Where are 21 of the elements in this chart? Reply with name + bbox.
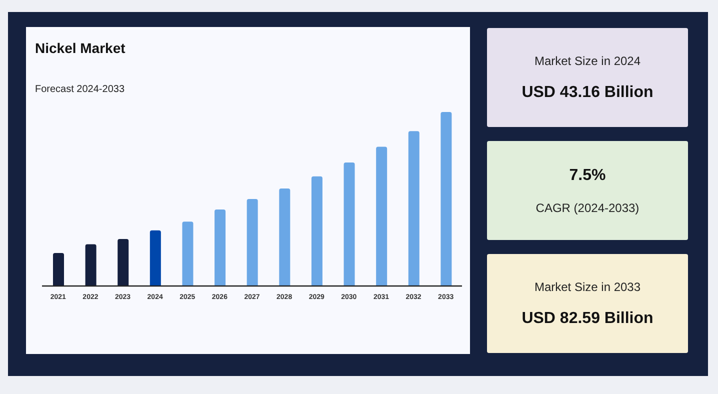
text: USD 82.59 Billion [522, 310, 654, 328]
text: Market Size in 2033 [534, 280, 641, 294]
text: USD 43.16 Billion [522, 84, 654, 102]
bar [279, 188, 290, 286]
bar [376, 146, 388, 286]
bar [85, 244, 96, 286]
bar [311, 176, 322, 286]
chart-title: Nickel Market [35, 40, 126, 56]
bar [246, 199, 258, 286]
text: Market Size in 2024 [534, 54, 641, 68]
bar [53, 252, 64, 286]
bar [214, 209, 226, 286]
bar [150, 230, 161, 286]
chart-subtitle: Forecast 2024-2033 [35, 84, 125, 95]
text: CAGR (2024-2033) [536, 200, 640, 214]
bar [118, 239, 129, 286]
text: 7.5% [569, 166, 606, 184]
bar [182, 222, 194, 286]
bar [408, 131, 420, 286]
bar [440, 112, 452, 286]
bar [344, 162, 355, 286]
